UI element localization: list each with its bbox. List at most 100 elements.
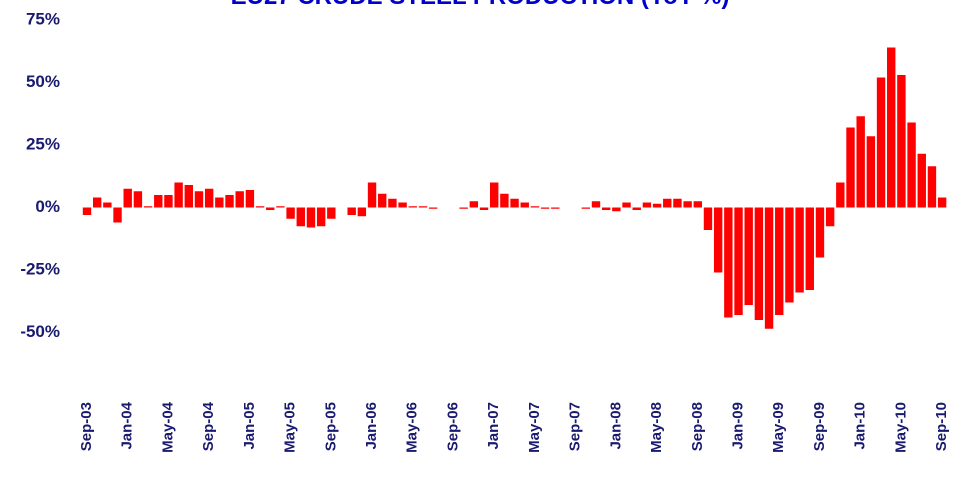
bar — [469, 201, 479, 208]
bar — [520, 202, 529, 208]
bar — [673, 198, 682, 208]
bar — [286, 207, 295, 219]
y-tick-label: -50% — [20, 322, 60, 341]
bar — [490, 182, 499, 208]
bar — [174, 182, 183, 208]
x-tick-label: May-07 — [526, 402, 543, 453]
bar — [500, 193, 509, 208]
bar — [184, 185, 193, 208]
bar — [754, 207, 764, 320]
bar — [306, 207, 316, 228]
bar — [215, 197, 224, 208]
x-tick-label: Jan-10 — [852, 402, 869, 450]
x-tick-label: Sep-10 — [933, 402, 950, 451]
y-tick-label: 50% — [26, 72, 60, 91]
bar — [276, 206, 285, 208]
x-tick-label: Sep-08 — [689, 402, 706, 451]
bar — [642, 202, 652, 208]
bar — [388, 198, 397, 208]
bar — [927, 166, 937, 208]
bar — [296, 207, 305, 227]
x-tick-label: May-05 — [282, 402, 299, 453]
bar — [459, 207, 468, 209]
bar — [876, 77, 886, 208]
bar — [204, 188, 214, 208]
bar — [805, 207, 814, 290]
bar — [235, 191, 244, 208]
bar — [408, 206, 417, 208]
bar — [418, 206, 428, 208]
bar — [255, 206, 265, 208]
bar — [825, 207, 835, 227]
y-tick-label: -25% — [20, 259, 60, 278]
bar — [663, 198, 672, 208]
bar — [479, 207, 489, 210]
x-tick-label: Sep-04 — [200, 401, 217, 451]
bar — [123, 188, 132, 208]
bar — [632, 207, 641, 210]
bar — [866, 136, 876, 208]
bar — [143, 206, 153, 208]
bar — [785, 207, 794, 303]
bar — [133, 191, 143, 208]
x-tick-label: May-10 — [892, 402, 909, 453]
x-tick-label: Sep-07 — [567, 402, 584, 451]
bar — [703, 207, 713, 230]
bar — [815, 207, 825, 258]
y-tick-label: 25% — [26, 134, 60, 153]
bar — [683, 201, 692, 208]
x-tick-label: Jan-06 — [363, 402, 380, 450]
bar — [103, 202, 112, 208]
bar — [897, 75, 906, 208]
bar — [652, 203, 662, 208]
bar — [724, 207, 733, 318]
bar — [113, 207, 122, 223]
bar — [795, 207, 804, 293]
x-tick-label: May-09 — [770, 402, 787, 453]
x-tick-label: Sep-05 — [322, 402, 339, 451]
bar — [428, 207, 438, 209]
bar — [92, 197, 102, 208]
bar — [378, 193, 387, 208]
bar — [266, 207, 275, 210]
bar — [245, 190, 255, 208]
x-tick-label: Jan-04 — [119, 401, 136, 449]
bar — [225, 195, 234, 208]
x-tick-label: Jan-08 — [607, 402, 624, 450]
bar — [846, 127, 855, 208]
bar — [154, 195, 163, 208]
bar — [194, 191, 204, 208]
bar — [907, 122, 916, 208]
bar — [713, 207, 723, 273]
bar — [347, 207, 356, 215]
x-tick-label: Jan-09 — [729, 402, 746, 450]
x-tick-label: May-08 — [648, 402, 665, 453]
bar — [540, 207, 550, 209]
bar — [164, 195, 173, 208]
bar — [398, 202, 407, 208]
bar — [775, 207, 784, 315]
x-tick-label: Jan-05 — [241, 402, 258, 450]
x-tick-label: May-06 — [404, 402, 421, 453]
bar — [937, 197, 947, 208]
bar — [367, 182, 377, 208]
bar — [622, 202, 631, 208]
bar — [581, 207, 591, 209]
bar — [744, 207, 753, 305]
bar — [734, 207, 743, 315]
bar — [551, 207, 560, 209]
bar — [693, 201, 702, 208]
bar — [530, 206, 540, 208]
bar — [917, 153, 926, 208]
x-tick-label: Sep-06 — [444, 402, 461, 451]
x-tick-label: Jan-07 — [485, 402, 502, 450]
x-tick-label: May-04 — [159, 401, 176, 453]
bar — [591, 201, 601, 208]
x-tick-label: Sep-03 — [78, 402, 95, 451]
bar — [887, 47, 896, 208]
bar — [601, 207, 611, 210]
bar — [357, 207, 367, 217]
bar — [510, 198, 519, 208]
bar — [327, 207, 336, 219]
